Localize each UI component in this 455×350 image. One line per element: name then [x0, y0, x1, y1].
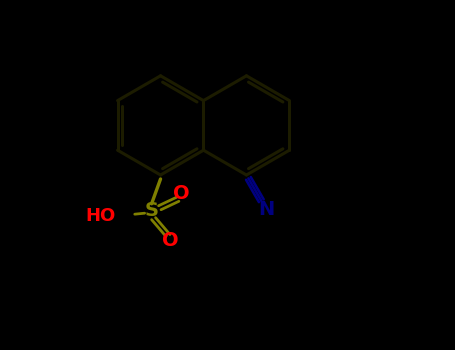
- Text: HO: HO: [86, 206, 116, 225]
- Text: O: O: [173, 184, 190, 203]
- Text: S: S: [145, 201, 159, 220]
- Text: N: N: [258, 200, 274, 219]
- Text: O: O: [162, 231, 179, 250]
